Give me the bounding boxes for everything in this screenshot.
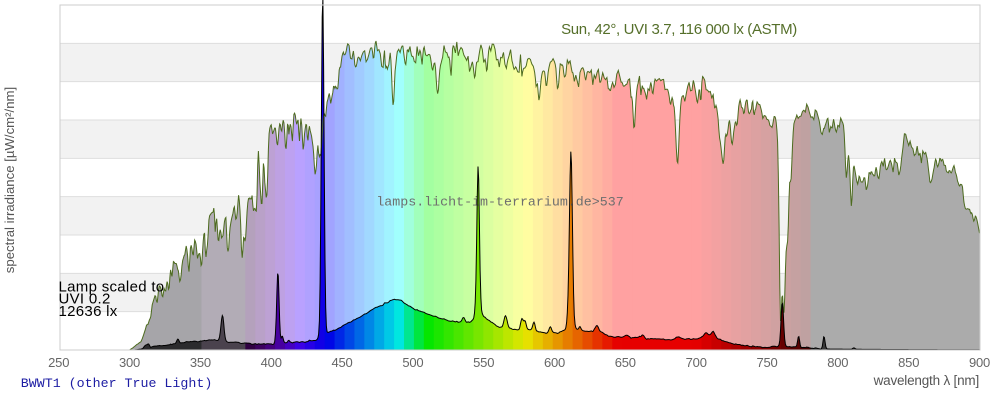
svg-text:700: 700 <box>686 355 707 370</box>
svg-text:750: 750 <box>756 355 777 370</box>
svg-text:650: 650 <box>615 355 636 370</box>
svg-text:500: 500 <box>402 355 423 370</box>
svg-text:250: 250 <box>48 355 69 370</box>
svg-text:BWWT1 (other True Light): BWWT1 (other True Light) <box>21 376 213 391</box>
svg-text:400: 400 <box>261 355 282 370</box>
svg-text:Sun, 42°, UVI 3.7, 116 000 lx: Sun, 42°, UVI 3.7, 116 000 lx (ASTM) <box>561 21 797 38</box>
svg-text:lamps.licht-im-terrarium.de>53: lamps.licht-im-terrarium.de>537 <box>376 195 623 210</box>
svg-text:spectral irradiance [µW/cm²/nm: spectral irradiance [µW/cm²/nm] <box>2 87 17 273</box>
svg-text:550: 550 <box>473 355 494 370</box>
svg-text:wavelength λ [nm]: wavelength λ [nm] <box>873 373 979 388</box>
svg-text:800: 800 <box>827 355 848 370</box>
svg-text:850: 850 <box>898 355 919 370</box>
svg-text:350: 350 <box>190 355 211 370</box>
svg-text:450: 450 <box>331 355 352 370</box>
svg-text:600: 600 <box>544 355 565 370</box>
svg-text:300: 300 <box>119 355 140 370</box>
svg-text:900: 900 <box>969 355 990 370</box>
